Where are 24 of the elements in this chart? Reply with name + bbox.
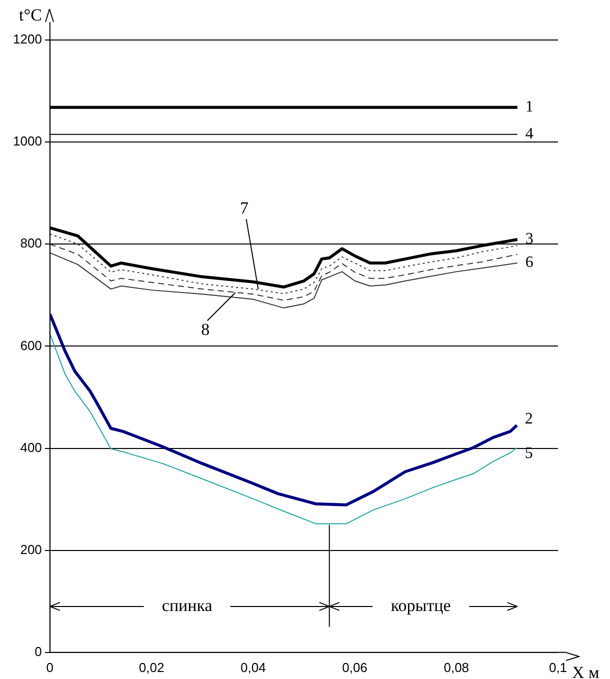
series-label: 4 — [525, 126, 534, 143]
series-label: 6 — [525, 254, 534, 272]
annotation: спинка — [162, 596, 213, 615]
y-tick-label: 0 — [34, 644, 42, 659]
y-tick-label: 800 — [20, 236, 42, 251]
x-tick-label: 0,06 — [342, 660, 368, 675]
y-tick-label: 600 — [20, 338, 42, 353]
y-tick-label: 400 — [20, 440, 42, 455]
annotation: 7 — [240, 198, 249, 218]
x-tick-label: 0 — [46, 660, 54, 675]
series-label: 3 — [525, 230, 534, 248]
x-tick-label: 0,02 — [138, 660, 164, 675]
series-label: 2 — [524, 410, 533, 428]
annotation: 8 — [201, 320, 210, 340]
x-tick-label: 0,08 — [444, 660, 470, 675]
y-axis-title: t°C — [19, 5, 42, 24]
annotation: корытце — [390, 596, 451, 615]
y-tick-label: 1000 — [13, 134, 42, 149]
series-label: 1 — [525, 98, 534, 116]
x-tick-label: 0,1 — [548, 660, 568, 675]
x-tick-label: 0,04 — [240, 660, 266, 675]
y-tick-label: 200 — [20, 542, 42, 557]
x-axis-title: X м — [572, 662, 600, 679]
y-tick-label: 1200 — [13, 32, 42, 47]
